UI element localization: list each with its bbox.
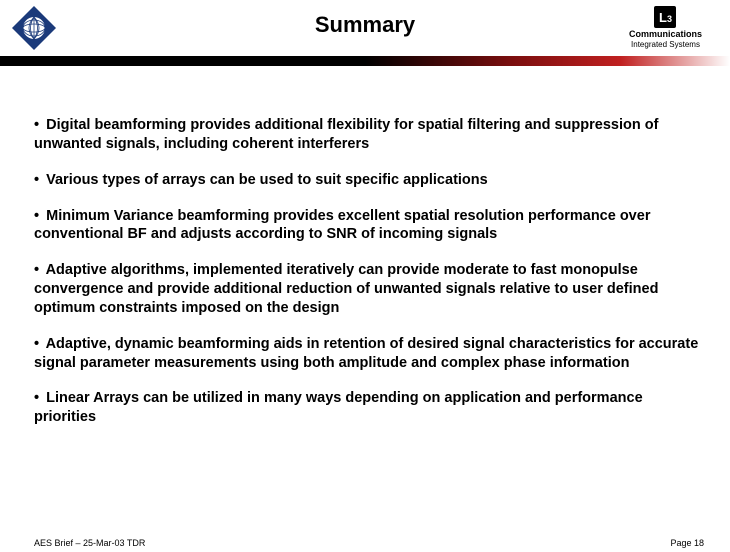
bullet-item: • Minimum Variance beamforming provides … [34,207,704,245]
bullet-text: Minimum Variance beamforming provides ex… [34,208,650,243]
bullet-item: • Linear Arrays can be utilized in many … [34,389,704,427]
bullet-text: Adaptive algorithms, implemented iterati… [34,262,658,316]
slide-header: Summary L3 Communications Integrated Sys… [0,0,730,56]
bullet-dot-icon: • [34,335,39,354]
bullet-item: • Adaptive, dynamic beamforming aids in … [34,335,704,373]
bullet-text: Linear Arrays can be utilized in many wa… [34,390,643,425]
bullet-text: Digital beamforming provides additional … [34,117,658,152]
l3-box-icon: L3 [654,6,676,28]
slide-body: • Digital beamforming provides additiona… [34,116,704,444]
l3-communications-text: Communications [629,29,702,39]
l3-letter: L [659,10,667,25]
footer-left-text: AES Brief – 25-Mar-03 TDR [34,538,145,548]
l3-integrated-text: Integrated Systems [629,40,702,49]
header-rule-gradient [0,56,730,66]
bullet-dot-icon: • [34,171,39,190]
bullet-dot-icon: • [34,116,39,135]
bullet-item: • Digital beamforming provides additiona… [34,116,704,154]
bullet-text: Adaptive, dynamic beamforming aids in re… [34,336,698,371]
l3-number: 3 [667,14,672,24]
footer-page-number: Page 18 [670,538,704,548]
l3-logo: L3 Communications Integrated Systems [629,6,702,49]
bullet-text: Various types of arrays can be used to s… [46,172,488,188]
bullet-item: • Adaptive algorithms, implemented itera… [34,261,704,318]
bullet-item: • Various types of arrays can be used to… [34,171,704,190]
bullet-dot-icon: • [34,261,39,280]
slide-title: Summary [0,12,730,38]
bullet-dot-icon: • [34,207,39,226]
bullet-dot-icon: • [34,389,39,408]
